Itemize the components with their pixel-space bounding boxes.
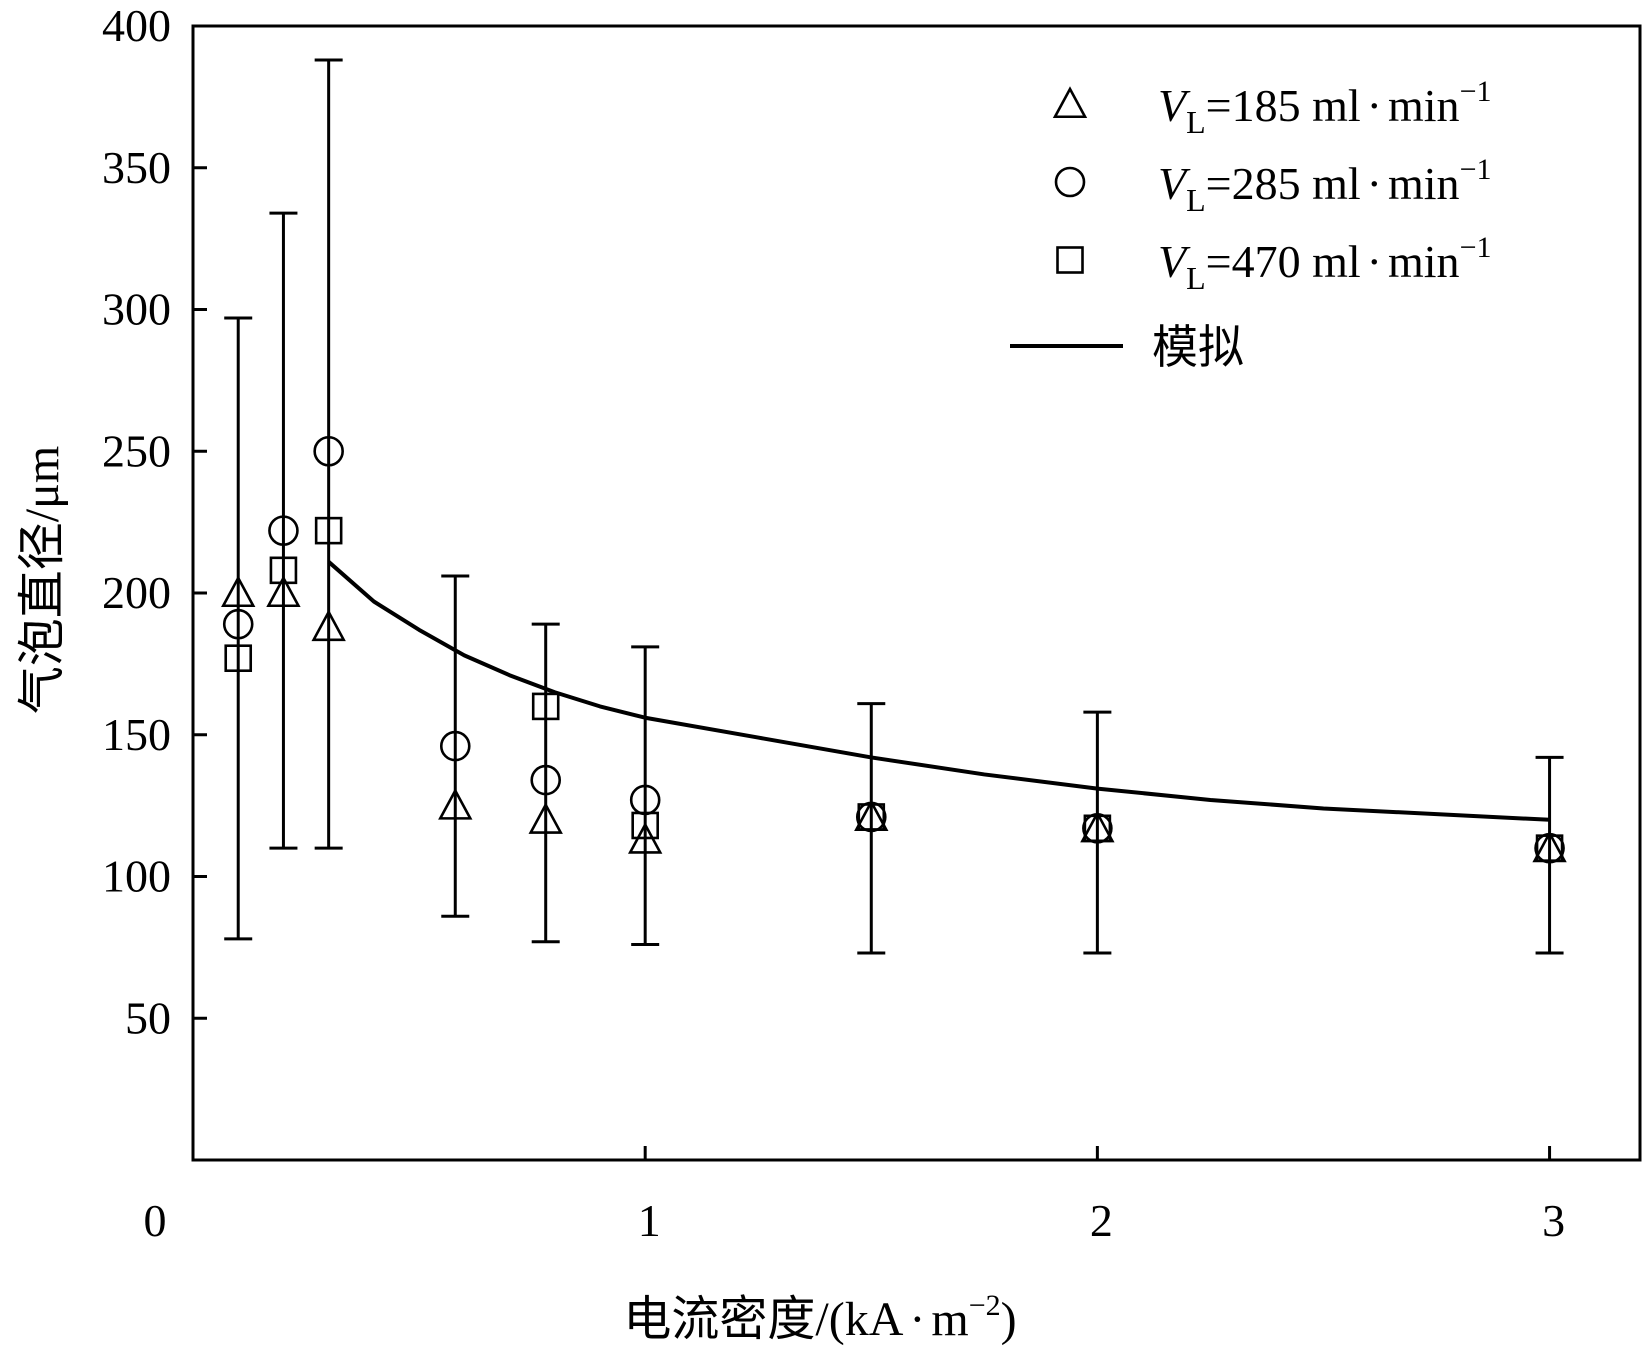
data-point-circle [1082,813,1113,844]
data-point-square [1535,834,1564,862]
data-point-square [314,516,343,545]
x-tick-label: 3 [1542,1195,1565,1246]
y-tick-label: 400 [102,0,171,51]
legend-marker-circle [1054,166,1086,198]
data-point-triangle [311,609,346,642]
data-point-triangle [221,575,256,608]
data-markers [221,435,1567,864]
data-point-square [1083,814,1112,843]
legend-label: VL=285 ml · min−1 [1158,153,1491,218]
data-point-triangle [266,575,301,608]
legend-marker-square [1056,246,1084,274]
data-point-circle [530,764,562,796]
data-point-circle [222,608,254,640]
y-tick-label: 350 [102,142,171,193]
y-tick-label: 50 [125,992,171,1043]
data-point-triangle [438,787,473,820]
y-axis-title: 气泡直径/μm [16,446,69,714]
legend-label: VL=470 ml · min−1 [1158,231,1491,296]
data-point-square [224,644,253,673]
data-point-circle [855,801,887,833]
x-tick-label: 2 [1090,1195,1113,1246]
data-point-circle [313,435,344,467]
data-point-square [857,803,886,831]
legend-label: 模拟 [1152,322,1244,373]
legend-label: VL=185 ml · min−1 [1158,75,1491,140]
error-bars [224,58,1564,955]
y-tick-label: 200 [102,567,171,618]
simulation-curve [327,560,1550,822]
data-point-circle [1534,832,1565,864]
x-axis-title: 电流密度/(kA · m−2) [623,1289,1016,1346]
data-point-triangle [528,802,563,834]
y-tick-label: 100 [102,851,171,902]
y-tick-label: 300 [102,284,171,335]
legend-marker-triangle [1052,86,1088,119]
data-point-square [631,811,659,840]
simulation-line [327,560,1550,822]
data-point-square [531,692,560,721]
axes [191,24,1642,1162]
data-point-circle [439,730,471,762]
data-point-circle [268,515,299,546]
data-point-square [269,556,298,585]
tick-labels: 50 100 150 200 250 300 350 400 0 1 2 3 [102,0,1565,1246]
x-tick-label: 0 [144,1195,167,1246]
x-tick-label: 1 [638,1195,661,1246]
y-tick-label: 150 [102,709,171,760]
legend: VL=185 ml · min−1 VL=285 ml · min−1 VL=470 ml ·… [1010,75,1491,373]
y-tick-label: 250 [102,425,171,476]
